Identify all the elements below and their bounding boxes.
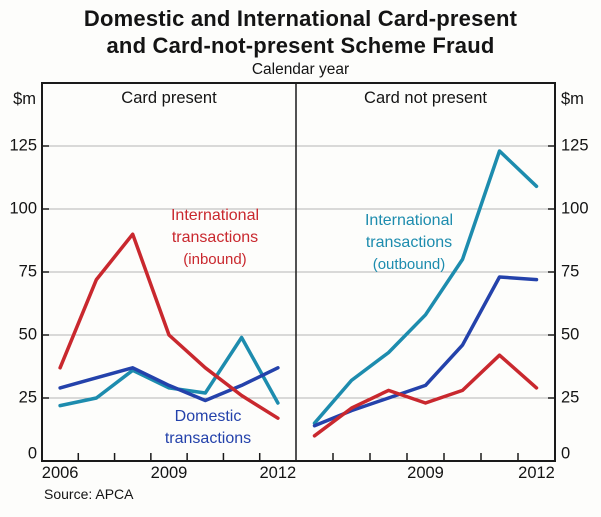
chart-title-line2: and Card-not-present Scheme Fraud (106, 33, 495, 58)
series-label-international-outbound: International transactions (outbound) (364, 212, 454, 273)
x-axis-label: 2006 (41, 464, 79, 482)
y-axis-label: 125 (561, 136, 589, 155)
y-axis-label: 50 (18, 325, 37, 344)
y-axis-label: 75 (18, 262, 37, 281)
y-axis-unit-left: $m (13, 90, 36, 108)
chart-subtitle: Calendar year (251, 61, 350, 78)
y-axis-label: 25 (561, 388, 580, 407)
y-axis-label: 0 (561, 444, 571, 463)
y-axis-label: 125 (9, 136, 37, 155)
panel-title-card-not-present: Card not present (364, 89, 487, 107)
source-note: Source: APCA (44, 486, 134, 502)
chart-title: Domestic and International Card-present … (0, 5, 601, 59)
y-axis-label: 100 (9, 199, 37, 218)
y-axis-label: 100 (561, 199, 589, 218)
chart-title-line1: Domestic and International Card-present (83, 6, 518, 31)
y-axis-label: 50 (561, 325, 580, 344)
x-axis-label: 2012 (518, 464, 555, 482)
x-axis-label: 2012 (259, 464, 297, 482)
y-axis-label: 0 (27, 444, 37, 463)
y-axis-unit-right: $m (561, 90, 584, 108)
panel-title-card-present: Card present (121, 89, 217, 107)
y-axis-label: 25 (18, 388, 37, 407)
series-label-domestic: Domestic transactions (164, 408, 252, 447)
y-axis-label: 75 (561, 262, 580, 281)
x-axis-label: 2009 (407, 464, 444, 482)
series-label-international-inbound: International transactions (inbound) (170, 207, 260, 268)
x-axis-label: 2009 (150, 464, 188, 482)
